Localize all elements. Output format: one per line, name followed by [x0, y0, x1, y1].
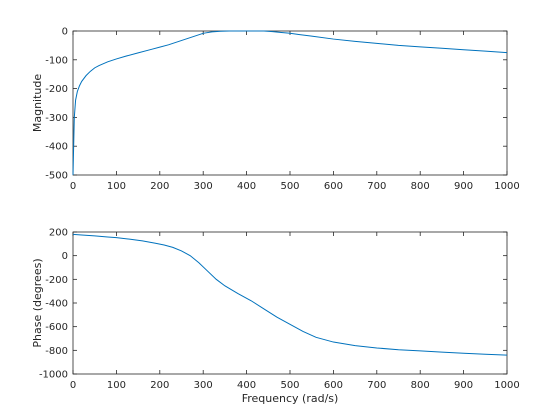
- phase-plot: 0 100 200 300 400 500 600 700 800 900 1000 -1000 -80…: [31, 228, 520, 406]
- phase-y-tick-label: -200: [45, 275, 68, 286]
- magnitude-x-tick-label: 100: [107, 181, 126, 192]
- magnitude-y-axis-label: Magnitude: [31, 74, 44, 133]
- phase-x-tick-label: 500: [280, 380, 299, 391]
- magnitude-x-tick-label: 300: [194, 181, 213, 192]
- magnitude-y-tick-label: -100: [45, 55, 68, 66]
- magnitude-y-tick-label: -300: [45, 113, 68, 124]
- phase-x-tick-label: 0: [70, 380, 76, 391]
- phase-series-line: [72, 233, 508, 356]
- phase-x-tick-label: 800: [411, 380, 430, 391]
- magnitude-y-tick-label: -400: [45, 142, 68, 153]
- phase-x-tick-label: 300: [194, 380, 213, 391]
- magnitude-x-tick-label: 500: [280, 181, 299, 192]
- phase-x-tick-label: 400: [237, 380, 256, 391]
- magnitude-y-tick-label: -500: [45, 171, 68, 182]
- magnitude-x-tick-label: 900: [454, 181, 473, 192]
- phase-x-tick-label: 100: [107, 380, 126, 391]
- magnitude-x-tick-label: 200: [150, 181, 169, 192]
- phase-x-tick-label: 900: [454, 380, 473, 391]
- phase-y-tick-label: -600: [45, 322, 68, 333]
- magnitude-x-tick-label: 800: [411, 181, 430, 192]
- magnitude-y-tick-label: 0: [62, 27, 68, 38]
- phase-x-tick-label: 600: [324, 380, 343, 391]
- phase-y-tick-label: 200: [49, 228, 68, 239]
- magnitude-plot: 0 100 200 300 400 500 600 700 800 900 1000 -500 -400…: [31, 27, 520, 193]
- magnitude-x-tick-label: 400: [237, 181, 256, 192]
- magnitude-x-tick-label: 600: [324, 181, 343, 192]
- phase-axes-box: [72, 231, 508, 375]
- phase-y-axis-label: Phase (degrees): [31, 258, 44, 347]
- magnitude-axes-box: [72, 30, 508, 176]
- phase-y-tick-label: -1000: [39, 370, 68, 381]
- phase-x-tick-label: 200: [150, 380, 169, 391]
- magnitude-y-tick-label: -200: [45, 84, 68, 95]
- phase-y-tick-label: -400: [45, 299, 68, 310]
- phase-y-tick-label: -800: [45, 346, 68, 357]
- phase-x-tick-label: 1000: [494, 380, 519, 391]
- magnitude-x-tick-label: 1000: [494, 181, 519, 192]
- magnitude-x-tick-label: 700: [367, 181, 386, 192]
- magnitude-x-tick-label: 0: [70, 181, 76, 192]
- phase-x-axis-label: Frequency (rad/s): [242, 392, 339, 405]
- magnitude-series-line: [72, 30, 508, 176]
- phase-x-tick-label: 700: [367, 380, 386, 391]
- phase-y-tick-label: 0: [62, 251, 68, 262]
